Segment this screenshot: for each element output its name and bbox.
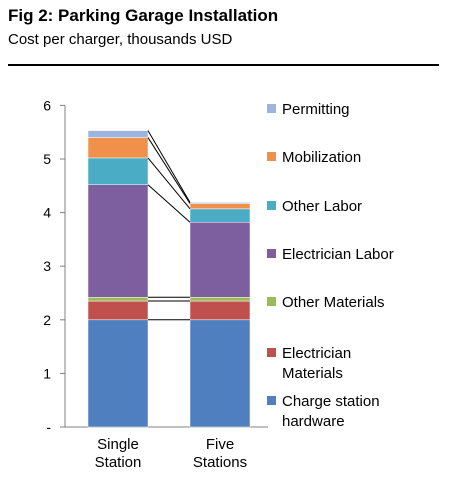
bar-segment-mobilization (189, 203, 251, 210)
bar-segment-permitting (87, 130, 149, 138)
legend-label: Mobilization (282, 149, 361, 166)
bar-segment-other-materials (189, 297, 251, 302)
bar-segment-other-labor (87, 157, 149, 185)
legend-label: Charge station (282, 393, 380, 410)
segment-connector-line (147, 184, 191, 223)
category-label: Stations (193, 454, 247, 471)
segment-connector-line (147, 157, 191, 210)
bar-segment-electrician-materials (87, 300, 149, 321)
y-tick-label: - (46, 419, 51, 435)
legend-label: Materials (282, 365, 343, 382)
legend-label: Permitting (282, 101, 350, 118)
category-label: Five (206, 436, 234, 453)
legend-label: Electrician Labor (282, 246, 394, 263)
legend-label: Electrician (282, 345, 351, 362)
legend-swatch (267, 201, 276, 210)
segment-connector-line (147, 137, 191, 204)
chart-subtitle: Cost per charger, thousands USD (8, 31, 233, 48)
category-label: Station (95, 454, 142, 471)
y-tick-label: 5 (43, 151, 51, 167)
bar-segment-permitting (189, 202, 251, 204)
segment-connector-line (147, 130, 191, 203)
chart-title: Fig 2: Parking Garage Installation (8, 6, 279, 25)
y-tick-label: 2 (43, 312, 51, 328)
legend-swatch (267, 297, 276, 306)
y-tick-label: 6 (43, 97, 51, 113)
bar-segment-charge-station-hardware (87, 319, 149, 428)
y-tick-label: 3 (43, 258, 51, 274)
legend-label: hardware (282, 413, 345, 430)
bar-segment-other-materials (87, 297, 149, 302)
category-label: Single (97, 436, 139, 453)
legend-swatch (267, 348, 276, 357)
bar-segment-charge-station-hardware (189, 319, 251, 428)
y-tick-label: 1 (43, 365, 51, 381)
bar-segment-electrician-labor (189, 221, 251, 298)
legend-swatch (267, 249, 276, 258)
bar-segment-other-labor (189, 208, 251, 223)
bar-segment-electrician-materials (189, 300, 251, 321)
legend-label: Other Labor (282, 198, 362, 215)
legend-swatch (267, 396, 276, 405)
y-tick-label: 4 (43, 205, 51, 221)
title-divider (8, 64, 439, 66)
legend-swatch (267, 104, 276, 113)
bar-segment-electrician-labor (87, 184, 149, 298)
bar-segment-mobilization (87, 137, 149, 159)
legend-label: Other Materials (282, 294, 385, 311)
legend-swatch (267, 152, 276, 161)
